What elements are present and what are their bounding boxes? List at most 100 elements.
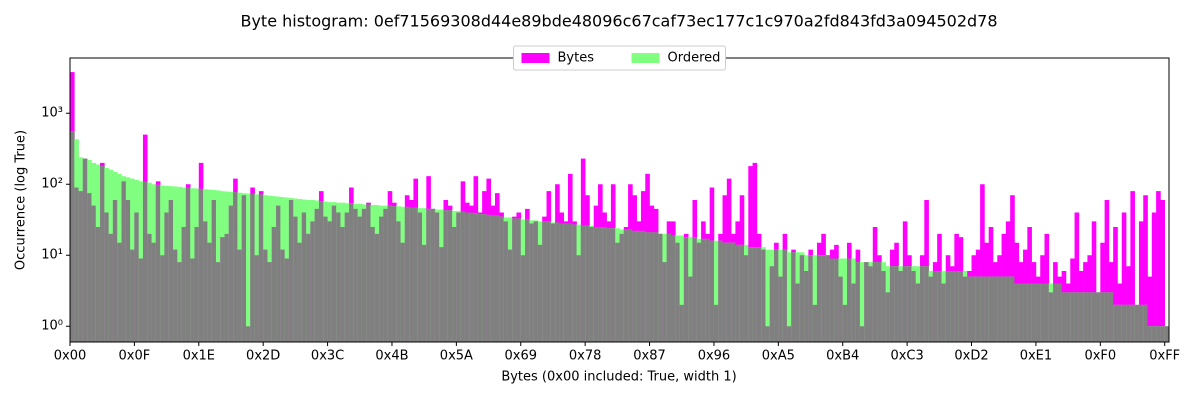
- overlap-bar: [383, 208, 388, 342]
- overlap-bar: [778, 276, 783, 342]
- y-axis-label: Occurrence (log True): [14, 130, 29, 270]
- overlap-bar: [1096, 292, 1101, 342]
- overlap-bar: [288, 200, 294, 342]
- overlap-bar: [473, 213, 479, 342]
- overlap-bar: [619, 233, 625, 342]
- overlap-bar: [662, 262, 668, 342]
- overlap-bar: [688, 276, 693, 342]
- overlap-bar: [267, 262, 273, 342]
- overlap-bar: [293, 216, 298, 342]
- overlap-bar: [207, 242, 212, 342]
- overlap-bar: [117, 242, 122, 342]
- overlap-bar: [426, 208, 431, 342]
- bar: [812, 255, 818, 342]
- overlap-bar: [572, 224, 577, 342]
- overlap-bar: [164, 212, 170, 342]
- overlap-bar: [366, 204, 371, 342]
- overlap-bar: [477, 214, 483, 342]
- overlap-bar: [1121, 304, 1127, 342]
- overlap-bar: [1070, 292, 1075, 342]
- overlap-bar: [434, 212, 440, 342]
- overlap-bar: [82, 158, 88, 342]
- overlap-bar: [786, 326, 792, 342]
- overlap-bar: [761, 249, 766, 342]
- overlap-bar: [1117, 304, 1123, 342]
- overlap-bar: [713, 304, 719, 342]
- y-tick-label: 10³: [41, 106, 63, 121]
- overlap-bar: [87, 193, 92, 342]
- overlap-bar: [361, 208, 367, 342]
- overlap-bar: [907, 266, 912, 342]
- overlap-bar: [177, 262, 182, 342]
- overlap-bar: [1130, 304, 1135, 342]
- legend-swatch: [521, 53, 550, 63]
- overlap-bar: [194, 226, 200, 342]
- overlap-bar: [147, 233, 152, 342]
- overlap-bar: [516, 218, 522, 342]
- overlap-bar: [696, 242, 702, 342]
- overlap-bar: [937, 271, 942, 342]
- bar: [1147, 276, 1153, 342]
- overlap-bar: [868, 266, 874, 342]
- overlap-bar: [185, 187, 191, 342]
- bar: [1121, 212, 1127, 342]
- overlap-bar: [318, 201, 324, 342]
- overlap-bar: [95, 226, 101, 342]
- overlap-bar: [1001, 276, 1007, 342]
- overlap-bar: [958, 271, 964, 342]
- overlap-bar: [340, 226, 346, 342]
- overlap-bar: [920, 266, 925, 342]
- overlap-bar: [1156, 326, 1161, 342]
- overlap-bar: [417, 212, 423, 342]
- overlap-bar: [1126, 304, 1131, 342]
- overlap-bar: [1134, 304, 1140, 342]
- overlap-bar: [495, 215, 500, 342]
- legend-swatch: [631, 53, 660, 63]
- x-tick-label: 0x00: [54, 349, 87, 364]
- overlap-bar: [941, 283, 947, 342]
- bar: [1010, 195, 1015, 342]
- y-tick-label: 10¹: [41, 248, 63, 263]
- overlap-bar: [739, 244, 745, 342]
- overlap-bar: [1027, 283, 1032, 342]
- overlap-bar: [1005, 276, 1011, 342]
- overlap-bar: [821, 255, 826, 342]
- overlap-bar: [709, 240, 715, 342]
- overlap-bar: [1091, 292, 1097, 342]
- overlap-bar: [932, 271, 938, 342]
- overlap-bar: [1108, 292, 1114, 342]
- overlap-bar: [301, 212, 307, 342]
- overlap-bar: [855, 262, 861, 342]
- overlap-bar: [924, 266, 929, 342]
- overlap-bar: [894, 266, 899, 342]
- overlap-bar: [567, 223, 573, 342]
- x-tick-label: 0x1E: [183, 349, 215, 364]
- overlap-bar: [722, 242, 728, 342]
- bar: [1143, 195, 1148, 342]
- overlap-bar: [911, 271, 917, 342]
- overlap-bar: [812, 304, 818, 342]
- overlap-bar: [464, 212, 470, 342]
- overlap-bar: [447, 210, 453, 342]
- overlap-bar: [1061, 292, 1067, 342]
- overlap-bar: [967, 276, 972, 342]
- overlap-bar: [173, 249, 178, 342]
- overlap-bar: [241, 195, 247, 342]
- overlap-bar: [250, 193, 255, 342]
- bar: [1130, 191, 1135, 342]
- overlap-bar: [898, 271, 904, 342]
- overlap-bar: [838, 276, 844, 342]
- overlap-bar: [74, 187, 79, 342]
- overlap-bar: [78, 191, 84, 342]
- overlap-bar: [306, 233, 311, 342]
- overlap-bar: [374, 233, 380, 342]
- overlap-bar: [877, 262, 882, 342]
- bar: [1156, 191, 1161, 342]
- overlap-bar: [344, 212, 350, 342]
- overlap-bar: [945, 271, 951, 342]
- overlap-bar: [224, 233, 230, 342]
- overlap-bar: [370, 226, 376, 342]
- overlap-bar: [211, 200, 217, 342]
- legend-box: [513, 45, 726, 71]
- overlap-bar: [834, 258, 839, 342]
